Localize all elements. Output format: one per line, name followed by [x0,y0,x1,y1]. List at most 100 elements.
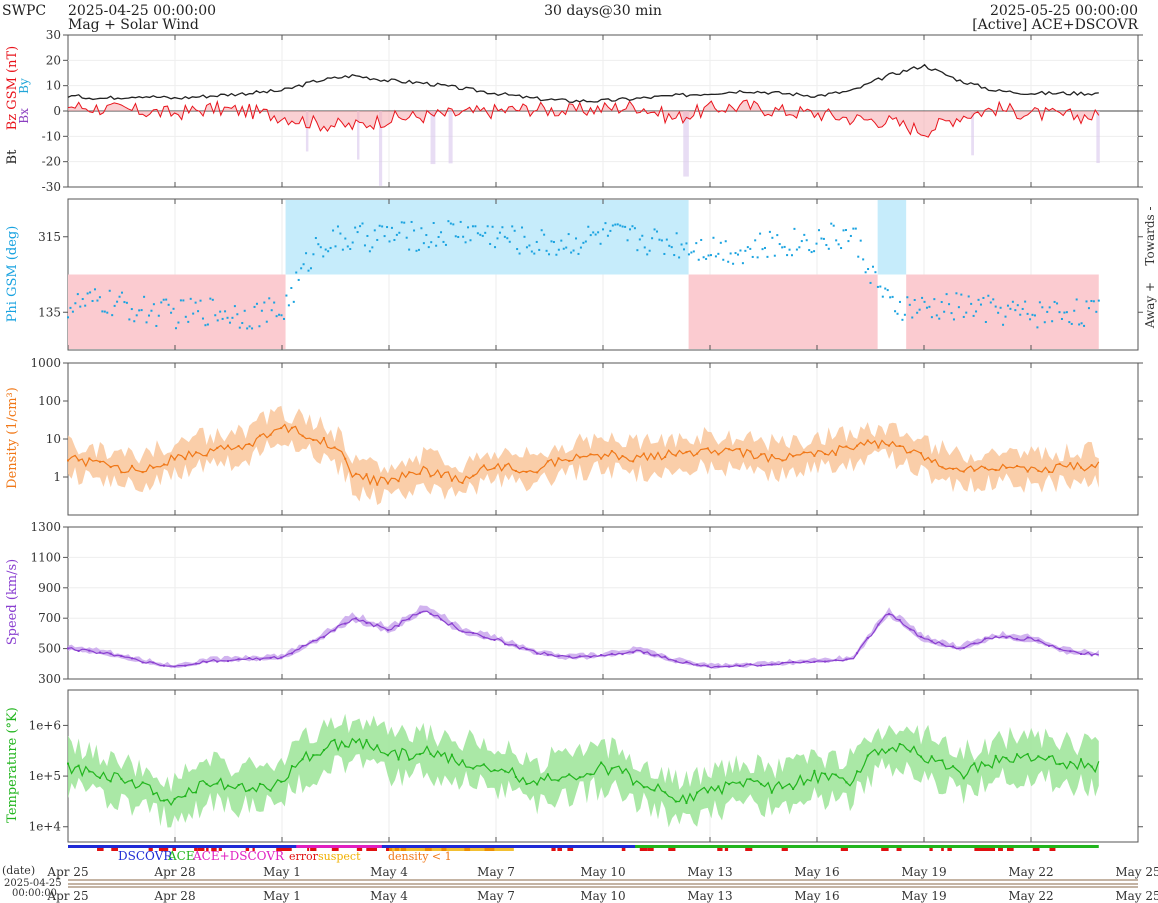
density-point-57 [269,433,272,436]
phi-point-382 [1004,315,1007,318]
bz-series-line [67,99,1100,138]
density-point-198 [770,454,773,457]
phi-point-215 [594,233,597,236]
temperature-point-228 [877,753,880,756]
phi-point-212 [587,225,590,228]
phi-point-75 [251,327,254,330]
phi-point-52 [194,301,197,304]
temperature-ylabel: Temperature (°K) [5,707,20,823]
status-error-mark-44 [941,848,944,851]
phi-point-83 [270,309,273,312]
density-point-120 [493,467,496,470]
density-point-240 [920,452,923,455]
phi-point-243 [663,252,666,255]
speed-point-228 [877,623,880,626]
phi-point-242 [660,239,663,242]
start-time: 2025-04-25 00:00:00 [68,3,216,19]
phi-point-28 [135,314,138,317]
temperature-point-75 [333,738,336,741]
phi-point-47 [182,299,185,302]
phi-point-36 [155,324,158,327]
phi-point-292 [783,245,786,248]
phi-point-398 [1043,321,1046,324]
phi-point-41 [167,303,170,306]
phi-point-323 [859,239,862,242]
phi-point-160 [459,220,462,223]
phi-point-11 [93,288,96,291]
density-ytick-label-2: 100 [38,394,61,408]
phi-point-158 [454,235,457,238]
phi-point-373 [982,296,985,299]
phi-point-191 [535,240,538,243]
temperature-point-63 [290,765,293,768]
speed-point-183 [717,665,720,668]
phi-point-214 [592,231,595,234]
temperature-point-93 [397,758,400,761]
temperature-point-156 [621,771,624,774]
phi-point-125 [373,229,376,232]
phi-point-417 [1090,299,1093,302]
speed-point-153 [610,652,613,655]
phi-away-band-2 [688,274,878,349]
temperature-point-9 [98,776,101,779]
temperature-point-168 [664,791,667,794]
density-point-63 [290,426,293,429]
phi-point-309 [825,244,828,247]
bz-fill [68,100,1099,138]
phi-point-92 [292,300,295,303]
density-point-186 [728,448,731,451]
temperature-panel: 1e+4 1e+5 1e+6 [29,689,1143,843]
speed-point-21 [141,661,144,664]
phi-point-35 [152,303,155,306]
phi-point-361 [952,318,955,321]
phi-point-185 [521,226,524,229]
density-point-9 [98,460,101,463]
phi-ytick-label-1: 315 [38,230,61,244]
phi-point-296 [793,227,796,230]
bz-south-shade-6 [448,111,453,164]
phi-point-275 [741,262,744,265]
speed-point-276 [1048,644,1051,647]
speed-point-234 [898,619,901,622]
phi-point-72 [243,309,246,312]
speed-point-3 [77,649,80,652]
mag-ytick-label-0: -30 [42,180,61,194]
density-point-279 [1058,462,1061,465]
phi-point-289 [776,234,779,237]
phi-point-60 [214,314,217,317]
temperature-point-87 [376,744,379,747]
phi-point-51 [192,312,195,315]
temperature-point-78 [344,745,347,748]
status-error-mark-0 [111,848,118,851]
time-tick-label-bottom-2: May 1 [263,889,301,903]
temperature-point-252 [962,777,965,780]
speed-point-30 [173,665,176,668]
speed-point-39 [205,661,208,664]
phi-point-366 [965,311,968,314]
phi-point-24 [125,301,128,304]
phi-point-181 [511,225,514,228]
phi-point-84 [273,301,276,304]
status-error-mark-40 [987,848,996,851]
temperature-point-135 [546,773,549,776]
temperature-range-fill [68,713,1099,828]
phi-point-213 [589,234,592,237]
phi-point-137 [403,221,406,224]
phi-point-9 [89,291,92,294]
speed-point-261 [994,635,997,638]
phi-point-10 [91,299,94,302]
phi-point-260 [705,257,708,260]
status-error-mark-67 [717,848,723,851]
phi-point-205 [570,251,573,254]
phi-point-355 [938,317,941,320]
speed-point-9 [98,651,101,654]
temperature-point-96 [408,758,411,761]
temperature-point-153 [610,767,613,770]
phi-point-207 [575,237,578,240]
density-point-201 [781,459,784,462]
phi-point-115 [349,247,352,250]
subtitle: Mag + Solar Wind [68,17,199,33]
phi-point-396 [1038,301,1041,304]
phi-point-222 [611,224,614,227]
density-point-96 [408,471,411,474]
